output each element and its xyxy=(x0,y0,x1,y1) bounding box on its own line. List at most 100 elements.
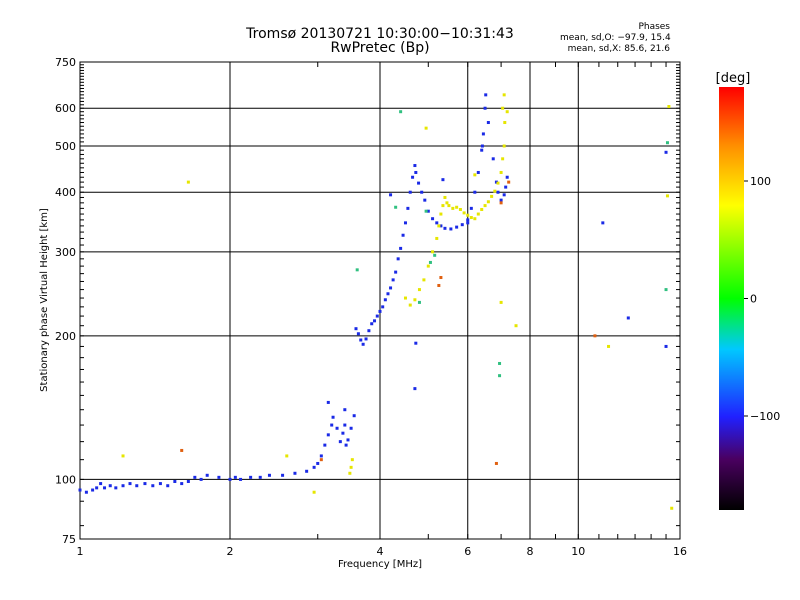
data-point xyxy=(473,217,477,221)
data-point xyxy=(665,194,669,198)
data-point xyxy=(413,387,417,391)
colorbar-tick-label: 0 xyxy=(750,293,757,306)
data-point xyxy=(359,338,363,342)
data-point xyxy=(341,431,345,435)
data-point xyxy=(193,475,197,479)
data-point xyxy=(408,190,412,194)
data-point xyxy=(173,479,177,483)
data-point xyxy=(476,170,480,174)
y-axis: 75 100 200 300 400 500 600 750 xyxy=(55,56,680,546)
data-point xyxy=(480,144,484,148)
data-points xyxy=(78,93,674,510)
x-axis: 1 2 4 6 8 10 16 xyxy=(77,62,687,558)
data-point xyxy=(316,461,320,465)
colorbar-label: [deg] xyxy=(716,71,751,86)
data-point xyxy=(417,300,421,304)
x-tick-label: 4 xyxy=(377,545,384,558)
data-point xyxy=(462,211,466,215)
data-point xyxy=(344,443,348,447)
data-point xyxy=(403,221,407,225)
data-point xyxy=(343,408,347,412)
data-point xyxy=(428,260,432,264)
data-point xyxy=(437,283,441,287)
y-tick-label: 75 xyxy=(62,533,76,546)
data-point xyxy=(476,212,480,216)
colorbar-tick-label: 100 xyxy=(750,175,771,188)
data-point xyxy=(498,361,502,365)
data-point xyxy=(386,292,390,296)
data-point xyxy=(499,300,503,304)
data-point xyxy=(494,180,498,184)
data-point xyxy=(466,221,470,225)
data-point xyxy=(451,206,455,210)
x-tick-label: 10 xyxy=(571,545,585,558)
data-point xyxy=(323,443,327,447)
data-point xyxy=(486,121,490,125)
data-point xyxy=(180,448,184,452)
x-tick-label: 2 xyxy=(227,545,234,558)
data-point xyxy=(447,204,451,208)
data-point xyxy=(121,484,125,488)
x-tick-label: 1 xyxy=(77,545,84,558)
x-tick-label: 8 xyxy=(527,545,534,558)
data-point xyxy=(501,106,505,110)
data-point xyxy=(455,205,459,209)
data-point xyxy=(267,473,271,477)
data-point xyxy=(490,194,494,198)
colorbar-axis: 100 0 −100 xyxy=(744,175,780,423)
data-point xyxy=(349,426,353,430)
data-point xyxy=(431,217,435,221)
data-point xyxy=(103,486,107,490)
phase-stats-o-mode: mean, sd,O: −97.9, 15.4 xyxy=(560,33,671,43)
data-point xyxy=(435,236,439,240)
data-point xyxy=(422,278,426,282)
data-point xyxy=(378,309,382,313)
data-point xyxy=(664,344,668,348)
x-tick-label: 16 xyxy=(673,545,687,558)
data-point xyxy=(180,482,184,486)
data-point xyxy=(439,276,443,280)
data-point xyxy=(399,246,403,250)
data-point xyxy=(361,342,365,346)
data-point xyxy=(331,415,335,419)
chart-subtitle: RwPretec (Bp) xyxy=(330,40,430,56)
data-point xyxy=(91,488,95,492)
data-point xyxy=(394,205,398,209)
colorbar-tick-label: −100 xyxy=(750,410,780,423)
data-point xyxy=(186,479,190,483)
data-point xyxy=(505,110,509,114)
data-point xyxy=(108,484,112,488)
data-point xyxy=(338,440,342,444)
data-point xyxy=(78,488,82,492)
data-point xyxy=(346,438,350,442)
phase-stats-heading: Phases xyxy=(638,22,670,32)
data-point xyxy=(249,475,253,479)
data-point xyxy=(403,296,407,300)
data-point xyxy=(121,454,125,458)
data-point xyxy=(424,126,428,130)
data-point xyxy=(217,475,221,479)
data-point xyxy=(507,180,511,184)
data-point xyxy=(414,341,418,345)
data-point xyxy=(469,206,473,210)
data-point xyxy=(483,106,487,110)
data-point xyxy=(665,141,669,145)
data-point xyxy=(391,278,395,282)
y-tick-label: 600 xyxy=(55,102,76,115)
y-axis-label: Stationary phase Virtual Height [km] xyxy=(39,208,50,392)
data-point xyxy=(258,475,262,479)
data-point xyxy=(396,257,400,261)
data-point xyxy=(441,204,445,208)
data-point xyxy=(349,465,353,469)
data-point xyxy=(443,226,447,230)
data-point xyxy=(408,303,412,307)
data-point xyxy=(443,195,447,199)
data-point xyxy=(417,181,421,185)
data-point xyxy=(383,298,387,302)
data-point xyxy=(439,224,443,228)
data-point xyxy=(343,423,347,427)
data-point xyxy=(424,209,428,213)
data-point xyxy=(114,486,118,490)
y-tick-label: 200 xyxy=(55,330,76,343)
data-point xyxy=(135,484,139,488)
